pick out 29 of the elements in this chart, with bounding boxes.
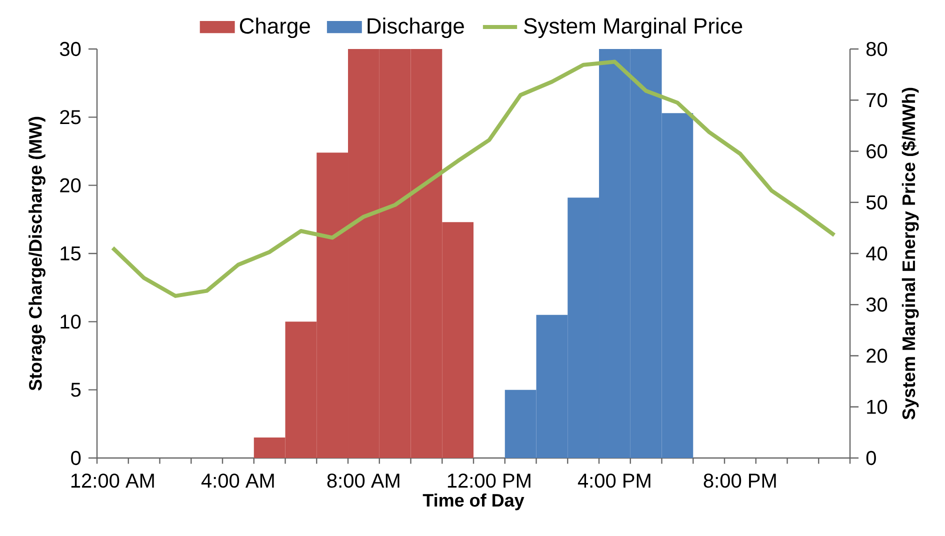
y2-tick-label: 80 [866,42,888,56]
line-series [110,60,836,298]
y-tick-label: 10 [60,314,81,329]
legend-label: Discharge [368,18,464,38]
y-axis-title: Storage Charge/Discharge (MW) [28,116,46,390]
y-tick-label: 20 [60,178,81,192]
y2-tick-label: 0 [866,450,876,466]
y2-tick-label: 60 [866,144,888,158]
x-tick-label: 4:00 PM [578,474,650,488]
x-axis-title: Time of Day [422,493,524,510]
y2-tick-label: 30 [866,298,888,312]
y2-tick-label: 70 [866,93,888,108]
x-tick-label: 4:00 AM [201,474,274,488]
legend-label: Charge [240,18,310,38]
y-tick-label: 30 [60,42,81,56]
legend-label: System Marginal Price [524,18,742,38]
x-tick-label: 12:00 PM [448,474,530,488]
y-tick-label: 0 [71,450,81,466]
x-tick-label: 12:00 AM [71,474,154,488]
y2-axis-title: System Marginal Energy Price ($/MWh) [902,88,919,420]
y2-tick-label: 50 [866,195,888,210]
x-tick-label: 8:00 AM [327,474,400,488]
y-tick-label: 5 [71,382,81,397]
y2-tick-label: 10 [867,400,888,414]
y2-tick-label: 20 [866,348,888,363]
y-tick-label: 25 [60,110,81,124]
y2-tick-label: 40 [866,246,888,261]
x-tick-label: 8:00 PM [704,474,776,488]
y-tick-label: 15 [60,246,81,260]
